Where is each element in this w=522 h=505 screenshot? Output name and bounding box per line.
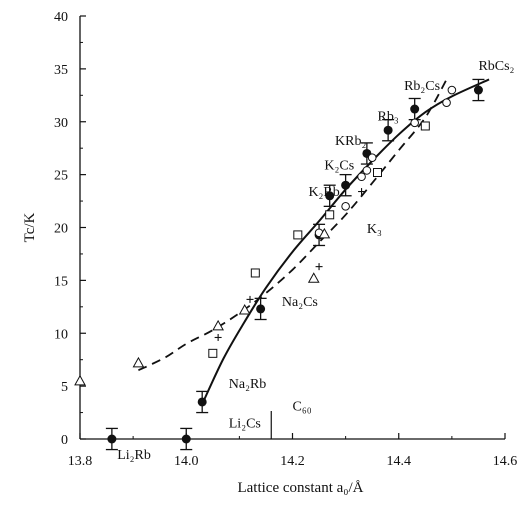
y-tick-label: 15 <box>54 274 68 289</box>
x-tick-label: 14.4 <box>387 454 412 469</box>
x-axis-title: Lattice constant a₀/Å <box>237 480 363 496</box>
compound-label: Na₂Cs <box>282 295 318 310</box>
data-points <box>74 78 485 451</box>
compound-label: Na₂Rb <box>229 377 267 392</box>
compound-label: Li₂Cs <box>229 416 261 431</box>
compound-label: KRb₂ <box>335 134 366 149</box>
y-tick-label: 25 <box>54 169 68 184</box>
y-axis-title: Tc/K <box>22 212 38 242</box>
open-square-point <box>420 121 430 131</box>
filled-circle-point <box>256 304 266 314</box>
open-circle-point <box>341 202 350 211</box>
filled-circle-point <box>383 125 393 135</box>
y-tick-label: 40 <box>54 10 68 25</box>
filled-circle-point <box>473 85 483 95</box>
filled-circle-point <box>197 397 207 407</box>
dashed-fit-curve <box>138 79 448 372</box>
x-tick-label: 14.2 <box>280 454 305 469</box>
compound-label: K₃ <box>367 222 382 237</box>
y-tick-label: 20 <box>54 222 68 237</box>
compound-label: C₆₀ <box>293 399 312 414</box>
open-circle-point <box>367 153 377 163</box>
x-tick-label: 13.8 <box>68 454 93 469</box>
compound-label: Rb₂Cs <box>404 79 440 94</box>
filled-circle-point <box>341 180 351 190</box>
y-tick-label: 30 <box>54 116 68 131</box>
y-tick-label: 10 <box>54 327 68 342</box>
compound-label: K₂Rb <box>308 185 339 200</box>
filled-circle-point <box>410 104 420 114</box>
compound-label: K₂Cs <box>324 158 354 173</box>
open-circle-point <box>442 98 451 108</box>
filled-circle-point <box>325 191 335 201</box>
y-tick-label: 35 <box>54 63 68 78</box>
x-tick-label: 14.6 <box>493 454 518 469</box>
open-triangle-point <box>307 272 320 283</box>
open-triangle-point <box>132 356 145 368</box>
solid-fit-curve <box>201 78 490 405</box>
compound-label: RbCs₂ <box>478 59 514 74</box>
open-triangle-point <box>238 303 251 315</box>
open-circle-point <box>410 118 419 128</box>
open-circle-point <box>357 172 366 182</box>
open-triangle-point <box>74 374 86 386</box>
open-square-point <box>325 210 335 220</box>
x-tick-label: 14.0 <box>174 454 199 469</box>
open-triangle-point <box>212 319 224 331</box>
open-triangle-point <box>318 227 331 239</box>
filled-circle-point <box>181 434 191 444</box>
y-tick-label: 5 <box>61 380 68 395</box>
open-square-point <box>208 348 218 358</box>
compound-label: Li₂Rb <box>117 448 151 463</box>
axes: 0 5 10 15 20 25 30 35 40 13.8 14.0 14.2 14.4 14.6 Latt… <box>22 10 517 496</box>
open-circle-point <box>362 166 372 175</box>
open-square-point <box>250 268 260 278</box>
filled-circle-point <box>107 434 117 444</box>
open-square-point <box>293 230 303 240</box>
fit-curves <box>138 78 490 439</box>
open-circle-point <box>447 85 457 95</box>
open-square-point <box>373 168 382 178</box>
annotations: RbCs₂ Rb₂Cs Rb₃ KRb₂ K₂Cs K₂Rb K₃ Na₂Cs Na₂Rb Li₂… <box>117 59 514 463</box>
y-tick-label: 0 <box>61 433 68 448</box>
compound-label: Rb₃ <box>378 110 399 125</box>
